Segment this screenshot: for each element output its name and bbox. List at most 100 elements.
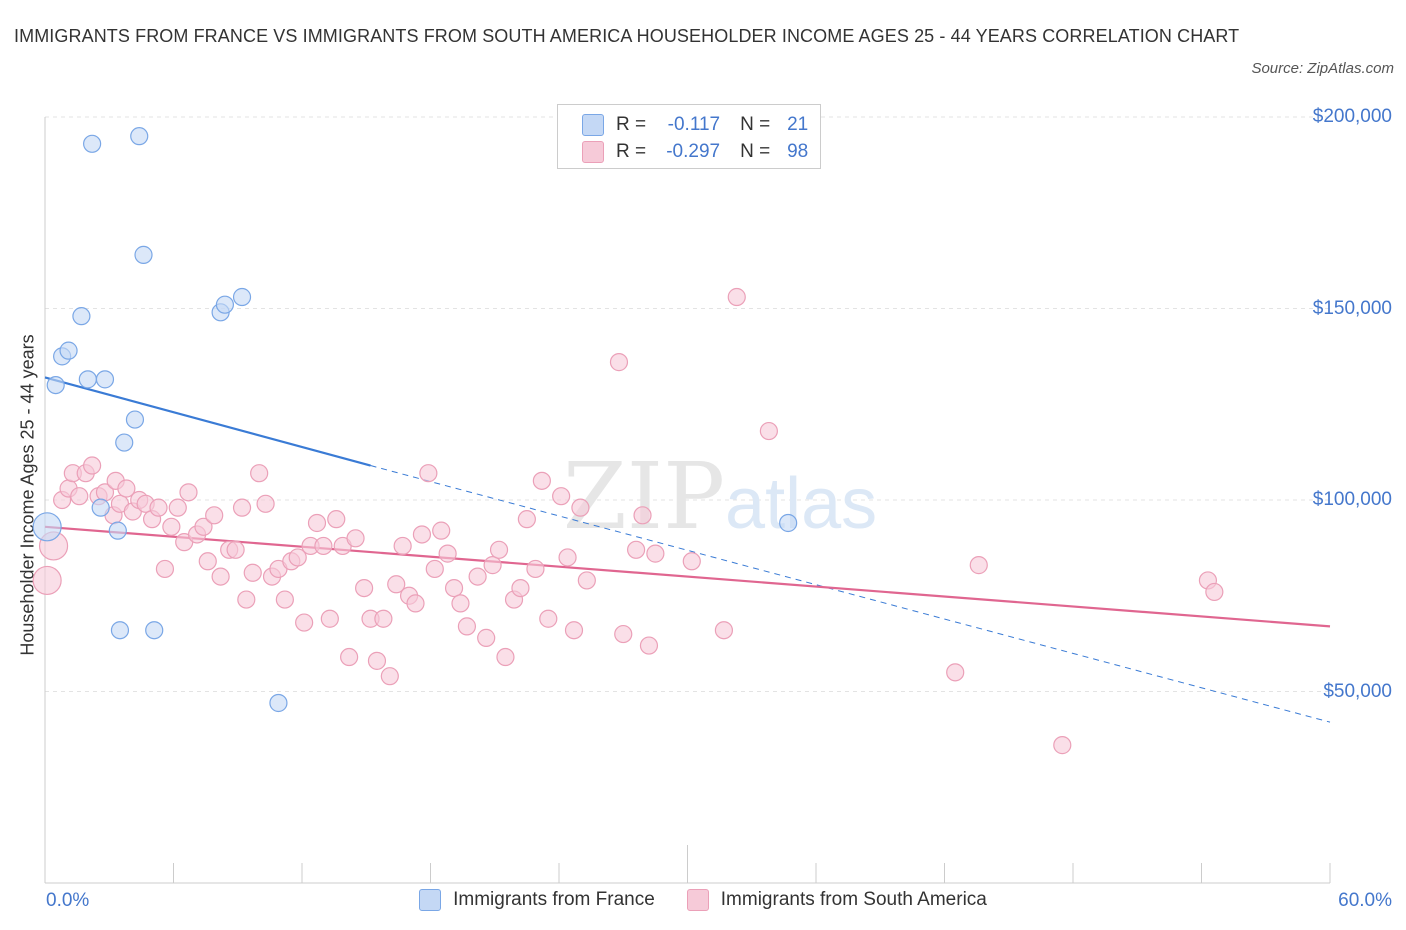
point-south-america [314, 536, 333, 556]
point-south-america [682, 552, 701, 571]
x-tick-label-max: 60.0% [1338, 890, 1392, 911]
point-south-america [457, 617, 477, 636]
series-swatch-france [419, 889, 442, 911]
point-south-america [374, 609, 393, 628]
legend-r-label: R = [616, 114, 647, 135]
point-south-america [496, 647, 515, 667]
point-south-america [477, 628, 496, 647]
point-south-america [468, 567, 487, 586]
point-france [72, 307, 91, 326]
point-south-america [367, 651, 387, 670]
series-swatch-south-america [686, 889, 709, 911]
watermark: ZIPatlas [563, 443, 877, 550]
point-south-america [162, 517, 181, 536]
point-south-america [438, 544, 457, 563]
x-tick-label-min: 0.0% [46, 890, 90, 911]
point-south-america [526, 559, 545, 579]
point-south-america [639, 636, 659, 655]
trend-lines [44, 376, 1331, 723]
point-south-america [237, 590, 256, 609]
point-south-america [232, 498, 252, 517]
point-south-america [714, 621, 734, 640]
point-south-america [517, 510, 536, 529]
point-south-america [168, 498, 187, 517]
point-south-america [577, 571, 596, 590]
chart-source: Source: ZipAtlas.com [1251, 60, 1394, 77]
legend-n-label: N = [740, 114, 771, 135]
series-legend: Immigrants from France Immigrants from S… [0, 889, 1406, 911]
correlation-legend: R = -0.117 N = 21 R = -0.297 N = 98 [557, 104, 821, 169]
point-south-america [539, 609, 558, 628]
legend-n-value: 98 [787, 141, 809, 162]
point-france [91, 498, 110, 517]
point-south-america [406, 594, 425, 613]
point-south-america [355, 578, 374, 598]
series-legend-south-america[interactable]: Immigrants from South America [686, 889, 987, 911]
point-south-america [226, 540, 245, 559]
point-south-america [155, 559, 175, 579]
point-france [110, 621, 130, 640]
point-south-america [727, 287, 746, 307]
series-legend-france[interactable]: Immigrants from France [419, 889, 655, 911]
series-label-france: Immigrants from France [453, 889, 655, 910]
y-tick-label: $200,000 [1312, 106, 1392, 127]
chart-title: IMMIGRANTS FROM FRANCE VS IMMIGRANTS FRO… [14, 26, 1240, 46]
point-south-america [194, 517, 213, 536]
point-south-america [70, 487, 89, 506]
legend-n-value: 21 [787, 114, 809, 135]
legend-row-south-america: R = -0.297 N = 98 [582, 140, 808, 164]
point-south-america [564, 621, 584, 640]
point-south-america [205, 506, 224, 525]
series-label-south-america: Immigrants from South America [720, 889, 987, 910]
point-south-america [295, 613, 314, 632]
point-south-america [275, 590, 294, 609]
point-south-america [380, 667, 399, 686]
point-france [78, 370, 97, 389]
trend-line-france-extrapolated [370, 465, 1331, 723]
point-south-america [211, 567, 230, 586]
point-south-america [117, 479, 136, 498]
point-south-america [614, 624, 633, 644]
point-france [215, 295, 234, 314]
point-south-america [327, 510, 346, 529]
point-france [46, 376, 65, 395]
point-south-america [256, 494, 275, 513]
point-france [32, 512, 62, 542]
point-france [115, 433, 134, 452]
point-france [269, 693, 288, 713]
point-south-america [179, 483, 198, 502]
point-south-america [243, 563, 262, 582]
point-south-america [387, 575, 406, 594]
point-france [134, 245, 153, 264]
point-south-america [412, 525, 432, 544]
point-south-america [552, 487, 571, 506]
point-south-america [320, 609, 339, 628]
point-south-america [393, 536, 412, 556]
point-south-america [646, 544, 665, 563]
point-south-america [307, 513, 327, 533]
legend-swatch-south-america [582, 141, 604, 163]
point-south-america [425, 559, 444, 579]
point-france [59, 341, 78, 360]
point-south-america [432, 521, 451, 540]
point-south-america [626, 540, 646, 559]
point-france [108, 521, 127, 540]
point-south-america [558, 548, 577, 567]
point-south-america [1205, 582, 1224, 602]
point-south-america [250, 464, 269, 483]
point-south-america [198, 552, 217, 571]
legend-r-value: -0.117 [667, 114, 721, 135]
y-tick-label: $50,000 [1323, 680, 1392, 702]
legend-n-label: N = [740, 141, 771, 162]
legend-row-france: R = -0.117 N = 21 [582, 113, 808, 137]
axes [44, 117, 1331, 884]
data-points [32, 127, 1224, 755]
legend-r-value: -0.297 [666, 141, 721, 162]
y-tick-label: $150,000 [1312, 297, 1392, 319]
watermark-atlas: atlas [725, 464, 877, 544]
point-south-america [759, 421, 778, 441]
point-south-america [489, 540, 509, 559]
trend-line-south-america [44, 525, 1331, 628]
point-south-america [340, 647, 359, 667]
